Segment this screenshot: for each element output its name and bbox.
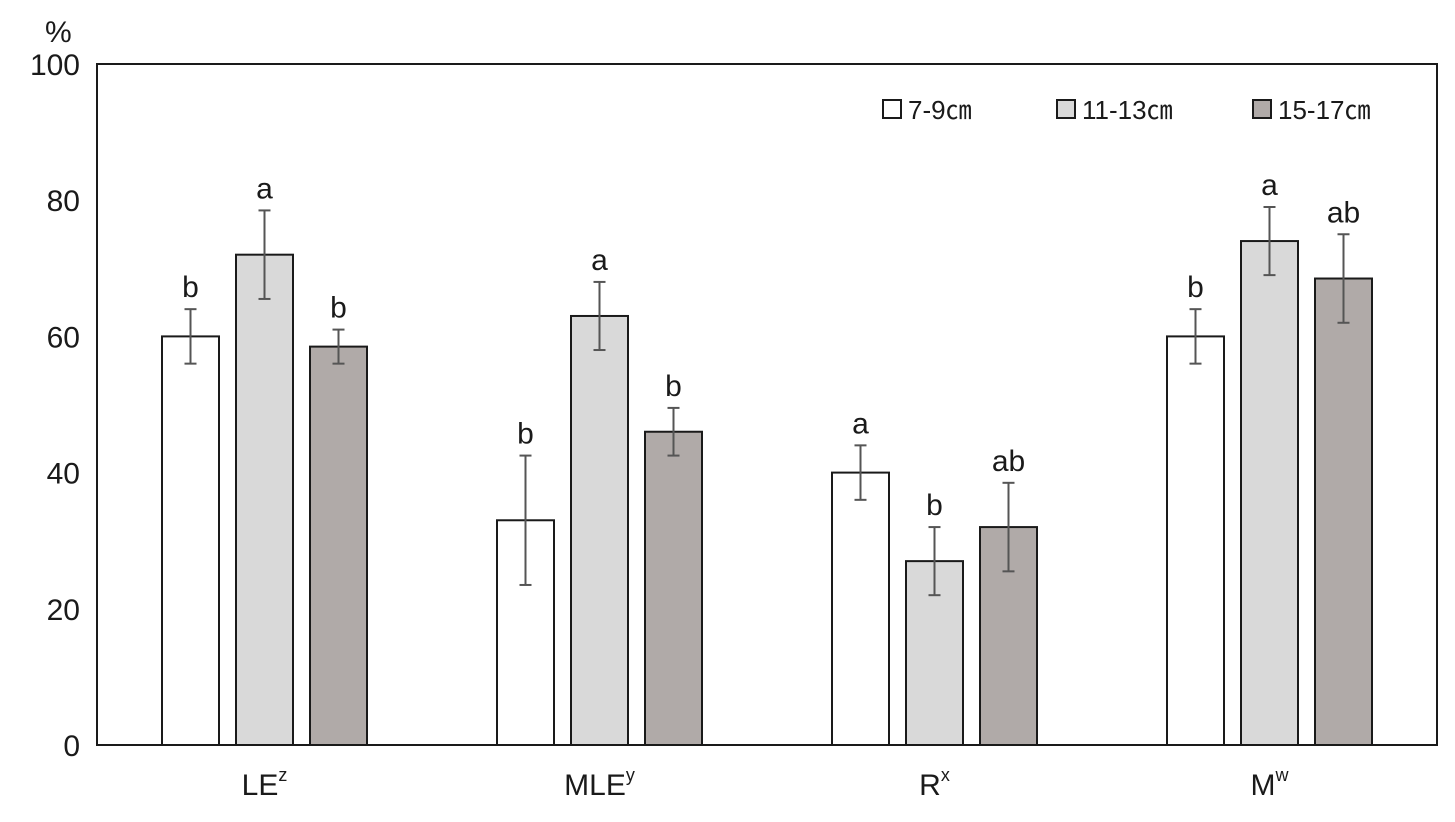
error-bar [667,406,680,457]
x-axis-categories: LEz MLEy Rx Mw [242,765,1290,802]
y-tick-label: 20 [47,594,80,627]
x-category-label: MLEy [564,765,635,802]
legend-label: 7-9㎝ [908,95,972,125]
significance-letter: b [1187,271,1204,304]
error-bar [1263,206,1276,277]
x-category-label: LEz [242,765,288,802]
y-tick-label: 60 [47,321,80,354]
significance-letter: ab [1327,196,1360,229]
significance-letter: a [1261,169,1278,202]
error-bar [258,209,271,300]
significance-letter: a [256,172,273,205]
significance-letter: ab [992,445,1025,478]
y-tick-label: 40 [47,458,80,491]
plot-frame [96,63,1438,746]
y-axis-unit: % [45,16,72,49]
significance-letter: b [926,489,943,522]
error-bar [928,526,941,597]
significance-letter: b [182,271,199,304]
error-bar [593,280,606,352]
x-category-label: Rx [919,765,950,802]
x-category-label: Mw [1251,765,1290,802]
error-bar [1337,233,1350,324]
error-bar [854,444,867,501]
significance-letter: b [665,370,682,403]
significance-letter: b [517,418,534,451]
legend-swatch [1252,99,1272,119]
bar [496,519,555,747]
y-tick-label: 100 [30,49,80,82]
axes [96,63,1438,746]
significance-letter: a [852,407,869,440]
bar [1166,335,1225,746]
legend-label: 11-13㎝ [1082,95,1173,125]
bars [161,240,1373,747]
bar [309,345,368,746]
bar [161,335,220,746]
legend-swatch [1056,99,1076,119]
error-bar [332,328,345,365]
error-bar [519,454,532,586]
bar [235,253,294,746]
y-tick-label: 0 [63,730,80,763]
y-axis-ticks: 0 20 40 60 80 100 [30,49,80,763]
bar [570,314,629,746]
bar [979,526,1038,747]
error-bar [1189,308,1202,365]
bar [644,430,703,746]
y-tick-label: 80 [47,185,80,218]
bar [1314,277,1373,746]
error-bar [1002,481,1015,573]
significance-letter: a [591,244,608,277]
bar [1240,240,1299,746]
legend-label: 15-17㎝ [1278,95,1371,125]
significance-letter: b [330,292,347,325]
error-bar [184,308,197,365]
bar [831,471,890,746]
error-bars [184,206,1350,597]
legend: 7-9㎝ 11-13㎝ 15-17㎝ [882,95,1371,125]
legend-swatch [882,99,902,119]
